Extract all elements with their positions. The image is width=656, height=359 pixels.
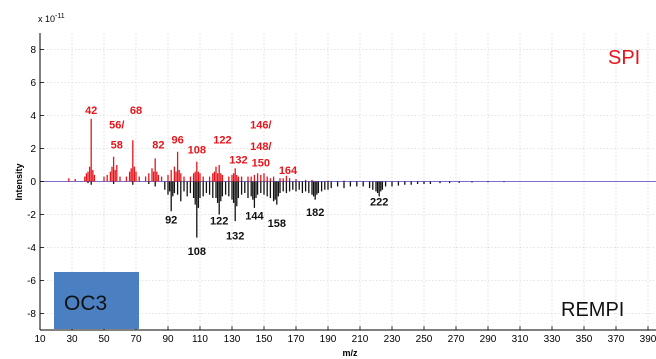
x-tick-label: 210 [352,334,369,345]
x-tick-label: 50 [98,334,110,345]
x-tick-label: 250 [416,334,433,345]
rempi-peak-label: 122 [210,215,228,227]
x-axis-label: m/z [342,348,358,358]
x-tick-label: 390 [640,334,656,345]
x-tick-label: 130 [224,334,241,345]
y-tick-label: 6 [30,78,36,89]
rempi-label: REMPI [561,299,624,321]
y-tick-label: 2 [30,144,36,155]
rempi-peak-label: 108 [188,246,206,258]
x-tick-label: 230 [384,334,401,345]
y-tick-label: -4 [27,243,36,254]
rempi-peak-label: 182 [306,207,324,219]
spi-peak-label: 150 [252,158,270,170]
x-tick-label: 190 [320,334,337,345]
spi-peak-label: 164 [279,165,298,177]
spi-peak-label: 122 [213,135,231,147]
spi-peak-label: 42 [85,105,97,117]
x-tick-label: 290 [480,334,497,345]
y-axis-label: Intensity [14,163,24,200]
y-tick-label: -6 [27,276,36,287]
x-tick-label: 70 [130,334,142,345]
y-tick-label: -8 [27,309,36,320]
x-tick-label: 270 [448,334,465,345]
spi-peak-label: 82 [152,140,164,152]
sample-label: OC3 [64,292,107,315]
x-tick-label: 150 [256,334,273,345]
spi-peak-label: 58 [111,140,123,152]
axes: 10 30 50 70 90 110 130 150 170 190 210 230 250 270 290… [27,33,656,345]
y-tick-label: 4 [30,111,36,122]
y-tick-label: -2 [27,210,36,221]
x-tick-label: 310 [512,334,529,345]
y-tick-label: 0 [30,177,36,188]
x-tick-label: 90 [162,334,174,345]
spi-peak-label: 68 [130,105,142,117]
x-tick-label: 370 [608,334,625,345]
sample-label-box [54,272,139,329]
y-tick-label: 8 [30,45,36,56]
rempi-peak-label: 132 [226,230,244,242]
spi-peak-label: 96 [171,135,183,147]
spectrum-bars [68,118,505,238]
peak-annotations: 42 68 56/58 82 96 108 122 132 146/148/150 164 92 10… [85,105,388,258]
rempi-peak-label: 158 [268,218,286,230]
spi-peak-label: 56/ [109,120,124,132]
x-tick-label: 30 [66,334,78,345]
x-tick-label: 110 [192,334,208,345]
rempi-peak-label: 144 [245,210,264,222]
y-exponent-label: x 10-11 [38,13,65,24]
spi-peak-label: 108 [188,144,206,156]
spi-label: SPI [608,47,640,69]
x-tick-label: 350 [576,334,593,345]
spi-peak-label: 146/ [250,120,271,132]
x-tick-label: 170 [288,334,305,345]
rempi-peak-label: 222 [370,196,388,208]
spi-peak-label: 148/ [250,141,271,153]
x-tick-label: 10 [34,334,46,345]
x-tick-label: 330 [544,334,561,345]
spi-peak-label: 132 [229,154,247,166]
rempi-peak-label: 92 [165,215,177,227]
